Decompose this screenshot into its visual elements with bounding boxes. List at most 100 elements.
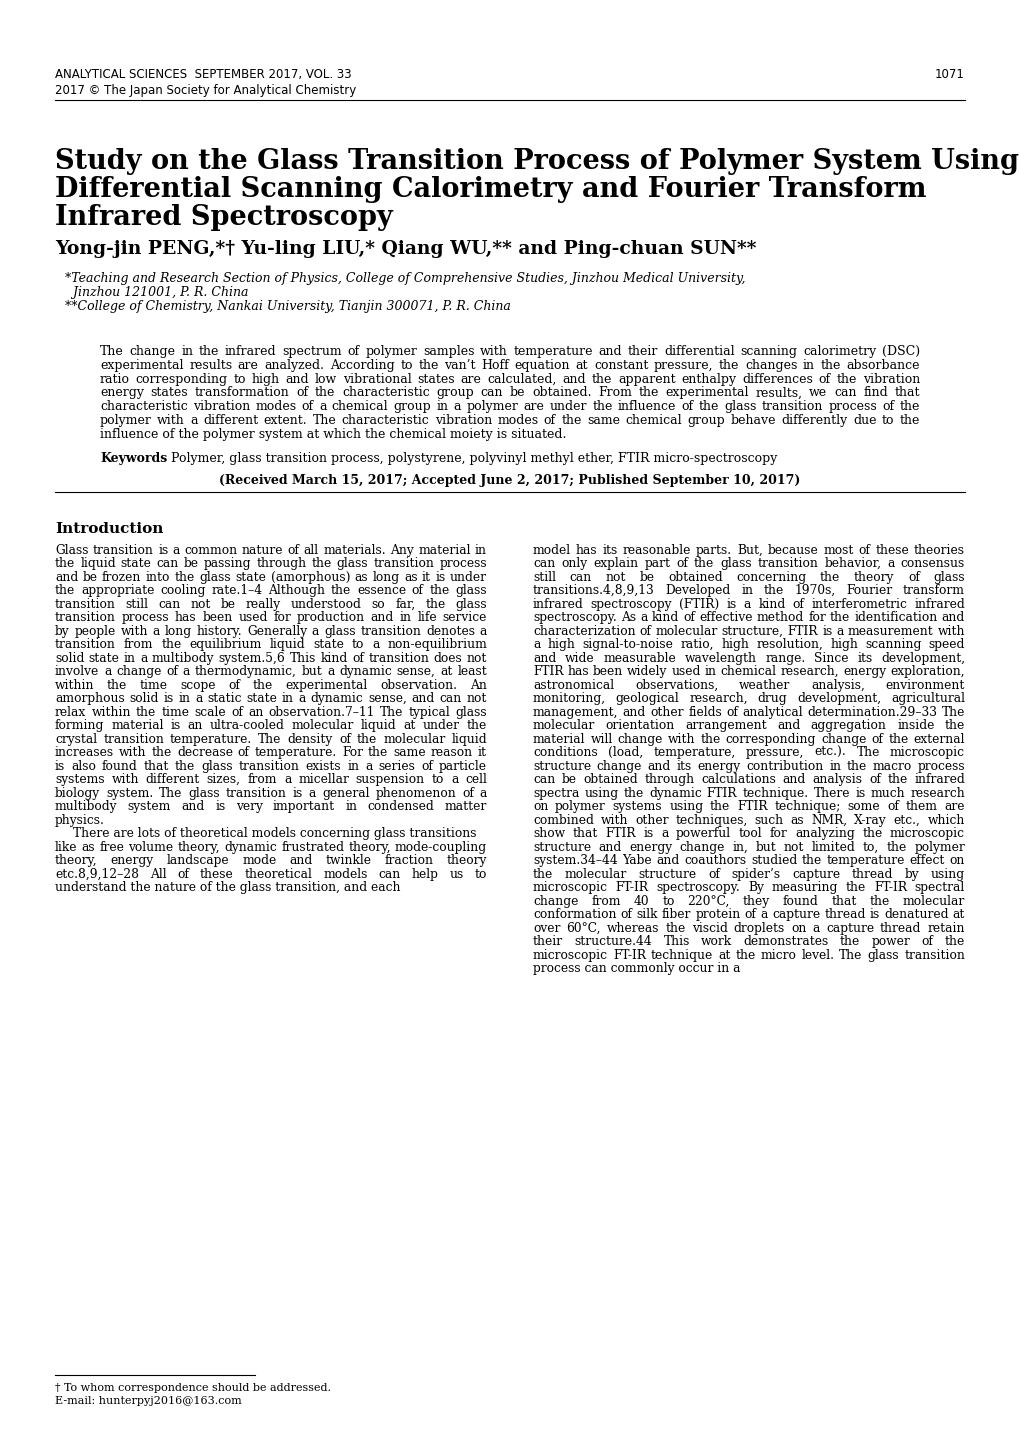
Text: sense,: sense, <box>396 665 435 678</box>
Text: very: very <box>235 800 262 813</box>
Text: molecular: molecular <box>291 720 354 733</box>
Text: is: is <box>292 786 303 800</box>
Text: 1071: 1071 <box>934 68 964 81</box>
Text: a: a <box>479 624 486 637</box>
Text: but: but <box>755 841 775 854</box>
Text: twinkle: twinkle <box>325 854 371 867</box>
Text: find: find <box>862 386 887 399</box>
Text: can: can <box>159 597 180 610</box>
Text: molecular: molecular <box>533 720 595 733</box>
Text: liquid: liquid <box>81 557 116 570</box>
Text: of: of <box>907 571 919 584</box>
Text: of: of <box>870 733 882 746</box>
Text: model: model <box>533 544 571 557</box>
Text: decrease: decrease <box>176 746 232 758</box>
Text: can: can <box>157 557 178 570</box>
Text: Generally: Generally <box>247 624 307 637</box>
Text: been: been <box>592 665 623 678</box>
Text: molecular: molecular <box>902 894 964 907</box>
Text: density: density <box>287 733 332 746</box>
Text: of: of <box>887 800 898 813</box>
Text: the: the <box>718 359 739 372</box>
Text: etc.,: etc., <box>893 813 920 826</box>
Text: in: in <box>741 584 752 597</box>
Text: we: we <box>808 386 826 399</box>
Text: analyzing: analyzing <box>794 828 854 841</box>
Text: wide: wide <box>565 652 594 665</box>
Text: that: that <box>830 894 856 907</box>
Text: ANALYTICAL SCIENCES  SEPTEMBER 2017, VOL. 33: ANALYTICAL SCIENCES SEPTEMBER 2017, VOL.… <box>55 68 352 81</box>
Text: the: the <box>801 854 821 867</box>
Text: process: process <box>916 760 964 773</box>
Text: can: can <box>378 868 400 881</box>
Text: kind: kind <box>320 652 347 665</box>
Text: wavelength: wavelength <box>684 652 756 665</box>
Text: the: the <box>161 639 181 652</box>
Text: work: work <box>700 934 732 947</box>
Text: because: because <box>767 544 817 557</box>
Text: For: For <box>341 746 363 758</box>
Text: found: found <box>102 760 138 773</box>
Text: is: is <box>215 800 225 813</box>
Text: of: of <box>639 624 651 637</box>
Text: equation: equation <box>515 359 570 372</box>
Text: of: of <box>881 401 894 414</box>
Text: can: can <box>569 571 591 584</box>
Text: is: is <box>163 692 173 705</box>
Text: experimental: experimental <box>100 359 183 372</box>
Text: with: with <box>936 624 964 637</box>
Text: calculated,: calculated, <box>487 372 556 385</box>
Text: be: be <box>221 597 235 610</box>
Text: polymer: polymer <box>466 401 518 414</box>
Text: effect: effect <box>909 854 945 867</box>
Text: of: of <box>868 773 880 786</box>
Text: with: with <box>667 733 695 746</box>
Text: of: of <box>726 705 738 718</box>
Text: structure: structure <box>533 760 591 773</box>
Text: The: The <box>380 705 404 718</box>
Text: these: these <box>874 544 908 557</box>
Text: cooling: cooling <box>160 584 205 597</box>
Text: materials.: materials. <box>323 544 385 557</box>
Text: X-ray: X-ray <box>854 813 887 826</box>
Text: energy: energy <box>697 760 740 773</box>
Text: the: the <box>357 733 377 746</box>
Text: the: the <box>869 894 889 907</box>
Text: states: states <box>417 372 454 385</box>
Text: mode-coupling: mode-coupling <box>394 841 486 854</box>
Text: to: to <box>233 372 246 385</box>
Text: calculations: calculations <box>700 773 775 786</box>
Text: the: the <box>819 571 840 584</box>
Text: and: and <box>598 345 622 358</box>
Text: research,: research, <box>780 665 839 678</box>
Text: still: still <box>125 597 149 610</box>
Text: a: a <box>660 828 667 841</box>
Text: are: are <box>237 359 259 372</box>
Text: the: the <box>819 359 840 372</box>
Text: of: of <box>676 557 688 570</box>
Text: tool: tool <box>738 828 761 841</box>
Text: The: The <box>100 345 123 358</box>
Text: common: common <box>184 544 237 557</box>
Text: and: and <box>181 800 205 813</box>
Text: characteristic: characteristic <box>100 401 187 414</box>
Text: differences: differences <box>742 372 812 385</box>
Text: theory,: theory, <box>177 841 220 854</box>
Text: and: and <box>412 692 434 705</box>
Text: due: due <box>852 414 875 427</box>
Text: a: a <box>836 624 843 637</box>
Text: explain: explain <box>593 557 638 570</box>
Text: is: is <box>55 760 65 773</box>
Text: management,: management, <box>533 705 618 718</box>
Text: characteristic: characteristic <box>341 414 429 427</box>
Text: with: with <box>157 414 184 427</box>
Text: of: of <box>462 786 473 800</box>
Text: theories: theories <box>913 544 964 557</box>
Text: transition: transition <box>360 624 421 637</box>
Text: history.: history. <box>197 624 242 637</box>
Text: spectroscopy.: spectroscopy. <box>533 611 616 624</box>
Text: liquid: liquid <box>361 720 396 733</box>
Text: transition: transition <box>757 557 818 570</box>
Text: is: is <box>821 624 832 637</box>
Text: observation.7–11: observation.7–11 <box>268 705 375 718</box>
